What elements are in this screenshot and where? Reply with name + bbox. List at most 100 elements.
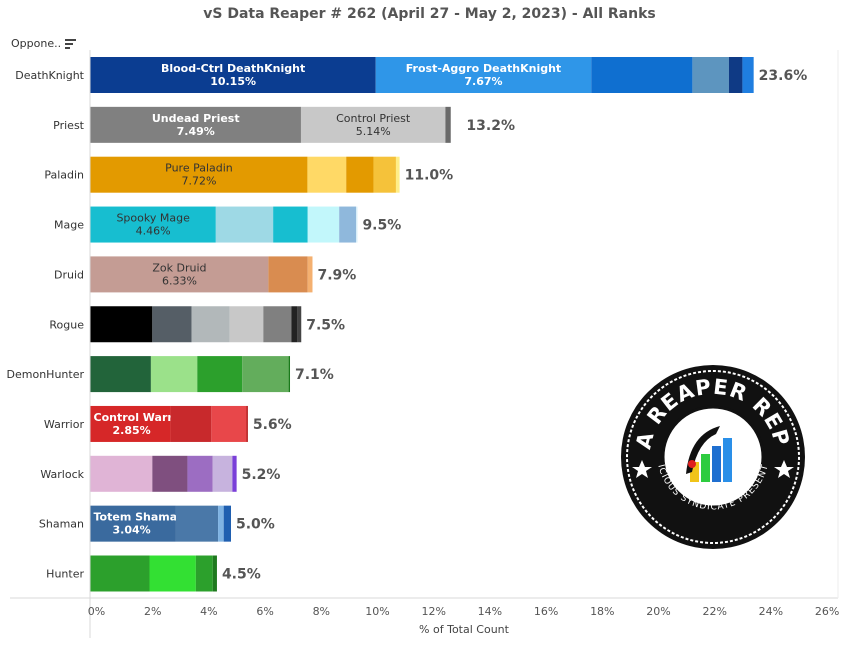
bar-segment[interactable] <box>395 156 400 193</box>
category-label: DemonHunter <box>7 368 85 381</box>
category-label: Priest <box>53 119 85 132</box>
bar-segment[interactable] <box>90 256 269 293</box>
bar-segment[interactable] <box>742 57 754 93</box>
bar-segment[interactable] <box>90 505 176 542</box>
x-tick-label: 16% <box>534 605 558 618</box>
bar-total-label: 9.5% <box>362 218 401 234</box>
bar-segment[interactable] <box>246 405 248 442</box>
segment-value-label: 10.15% <box>210 75 256 88</box>
bar-segment[interactable] <box>263 306 292 343</box>
bar-segment[interactable] <box>170 405 212 442</box>
bar-segment[interactable] <box>152 306 192 343</box>
bar-segment[interactable] <box>356 206 358 243</box>
bar-segment[interactable] <box>297 306 302 343</box>
bar-segment[interactable] <box>307 156 347 193</box>
category-label: Rogue <box>49 318 84 331</box>
segment-value-label: 6.33% <box>162 274 197 287</box>
bar-segment[interactable] <box>152 455 188 492</box>
bar-segment[interactable] <box>232 455 237 492</box>
bar-segment[interactable] <box>291 306 298 343</box>
category-label: Druid <box>54 268 84 281</box>
bar-segment[interactable] <box>90 306 153 343</box>
category-label: Warlock <box>40 468 84 481</box>
bar-segment[interactable] <box>175 505 219 542</box>
segment-label: Zok Druid <box>152 261 206 274</box>
segment-label: Control Priest <box>336 112 411 125</box>
bar-total-label: 7.5% <box>306 317 345 333</box>
segment-value-label: 7.67% <box>464 75 502 88</box>
segment-value-label: 2.85% <box>113 424 151 437</box>
segment-label: Blood-Ctrl DeathKnight <box>161 62 305 75</box>
bar-segment[interactable] <box>375 57 592 93</box>
bar-segment[interactable] <box>288 356 291 393</box>
bar-segment[interactable] <box>591 57 693 93</box>
bar-segment[interactable] <box>215 206 274 243</box>
bar-segment[interactable] <box>211 405 247 442</box>
bar-segment[interactable] <box>339 206 357 243</box>
category-label: Mage <box>54 219 84 232</box>
bar-segment[interactable] <box>195 555 213 592</box>
x-tick-label: 12% <box>421 605 445 618</box>
bar-segment[interactable] <box>307 206 340 243</box>
bar-segment[interactable] <box>90 356 151 393</box>
logo-bar-icon <box>686 426 732 482</box>
category-label: Hunter <box>46 568 84 581</box>
bar-segment[interactable] <box>218 505 224 542</box>
bar-segment[interactable] <box>197 356 243 393</box>
bar-segment[interactable] <box>229 306 264 343</box>
bar-total-label: 13.2% <box>466 118 515 134</box>
segment-value-label: 3.04% <box>113 524 151 537</box>
bar-total-label: 5.0% <box>236 517 275 533</box>
data-reaper-report-logo: DATA REAPER REPORT VICIOUS SYNDICATE PRE… <box>620 364 805 549</box>
bar-total-label: 11.0% <box>405 168 454 184</box>
opponent-column-header[interactable]: Oppone.. <box>11 37 77 50</box>
category-label: DeathKnight <box>15 69 84 82</box>
x-tick-label: 18% <box>590 605 614 618</box>
opponent-column-label: Oppone.. <box>11 37 62 50</box>
bar-total-label: 7.9% <box>317 267 356 283</box>
bar-segment[interactable] <box>212 455 233 492</box>
bar-segment[interactable] <box>90 156 308 193</box>
x-tick-label: 0% <box>88 605 105 618</box>
sort-descending-icon[interactable] <box>65 38 77 49</box>
segment-value-label: 4.46% <box>136 225 171 238</box>
x-tick-label: 14% <box>478 605 502 618</box>
x-tick-label: 8% <box>313 605 330 618</box>
bar-total-label: 5.6% <box>253 417 292 433</box>
x-tick-label: 22% <box>702 605 726 618</box>
bar-total-label: 5.2% <box>242 467 281 483</box>
bar-segment[interactable] <box>149 555 196 592</box>
bar-segment[interactable] <box>223 505 231 542</box>
bar-segment[interactable] <box>300 106 446 143</box>
bar-segment[interactable] <box>242 356 289 393</box>
segment-value-label: 7.72% <box>181 175 216 188</box>
bar-total-label: 4.5% <box>222 567 261 583</box>
bar-segment[interactable] <box>90 57 376 93</box>
bar-segment[interactable] <box>728 57 743 93</box>
chart-title: vS Data Reaper # 262 (April 27 - May 2, … <box>203 6 656 22</box>
category-label: Shaman <box>39 518 84 531</box>
x-tick-label: 24% <box>759 605 783 618</box>
bar-segment[interactable] <box>150 356 198 393</box>
bar-segment[interactable] <box>90 455 153 492</box>
bar-segment[interactable] <box>90 555 150 592</box>
segment-label: Undead Priest <box>152 112 240 125</box>
x-tick-label: 2% <box>144 605 161 618</box>
segment-value-label: 7.49% <box>177 125 215 138</box>
bar-segment[interactable] <box>373 156 396 193</box>
category-label: Warrior <box>44 418 85 431</box>
bar-segment[interactable] <box>268 256 308 293</box>
bar-segment[interactable] <box>692 57 729 93</box>
bar-segment[interactable] <box>191 306 230 343</box>
bar-segment[interactable] <box>273 206 308 243</box>
bar-segment[interactable] <box>307 256 313 293</box>
x-tick-label: 10% <box>365 605 389 618</box>
bar-segment[interactable] <box>90 405 171 442</box>
bar-segment[interactable] <box>90 206 216 243</box>
bar-segment[interactable] <box>187 455 213 492</box>
bar-segment[interactable] <box>346 156 374 193</box>
bar-segment[interactable] <box>90 106 301 143</box>
bar-segment[interactable] <box>212 555 217 592</box>
bar-segment[interactable] <box>445 106 451 143</box>
